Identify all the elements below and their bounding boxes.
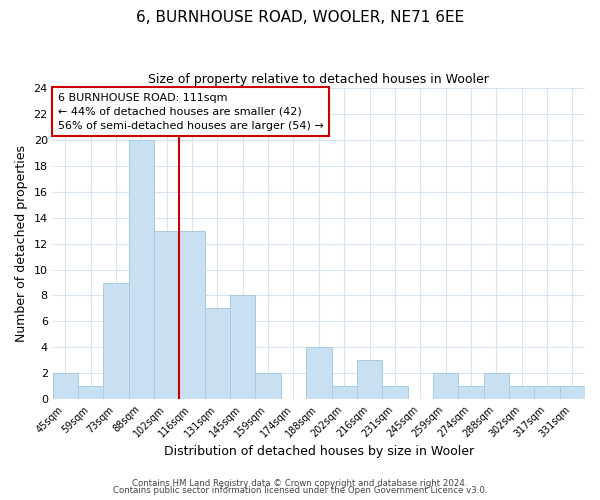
Bar	[154, 230, 179, 399]
Bar	[382, 386, 407, 399]
Bar	[205, 308, 230, 399]
Bar	[357, 360, 382, 399]
Bar	[484, 373, 509, 399]
X-axis label: Distribution of detached houses by size in Wooler: Distribution of detached houses by size …	[164, 444, 474, 458]
Bar	[509, 386, 535, 399]
Bar	[560, 386, 585, 399]
Bar	[53, 373, 78, 399]
Bar	[256, 373, 281, 399]
Bar	[458, 386, 484, 399]
Bar	[306, 348, 332, 399]
Text: Contains public sector information licensed under the Open Government Licence v3: Contains public sector information licen…	[113, 486, 487, 495]
Y-axis label: Number of detached properties: Number of detached properties	[15, 145, 28, 342]
Bar	[78, 386, 103, 399]
Bar	[535, 386, 560, 399]
Bar	[103, 282, 129, 399]
Bar	[230, 296, 256, 399]
Bar	[179, 230, 205, 399]
Bar	[433, 373, 458, 399]
Title: Size of property relative to detached houses in Wooler: Size of property relative to detached ho…	[148, 72, 489, 86]
Text: 6 BURNHOUSE ROAD: 111sqm
← 44% of detached houses are smaller (42)
56% of semi-d: 6 BURNHOUSE ROAD: 111sqm ← 44% of detach…	[58, 92, 324, 130]
Text: Contains HM Land Registry data © Crown copyright and database right 2024.: Contains HM Land Registry data © Crown c…	[132, 478, 468, 488]
Bar	[129, 140, 154, 399]
Text: 6, BURNHOUSE ROAD, WOOLER, NE71 6EE: 6, BURNHOUSE ROAD, WOOLER, NE71 6EE	[136, 10, 464, 25]
Bar	[332, 386, 357, 399]
